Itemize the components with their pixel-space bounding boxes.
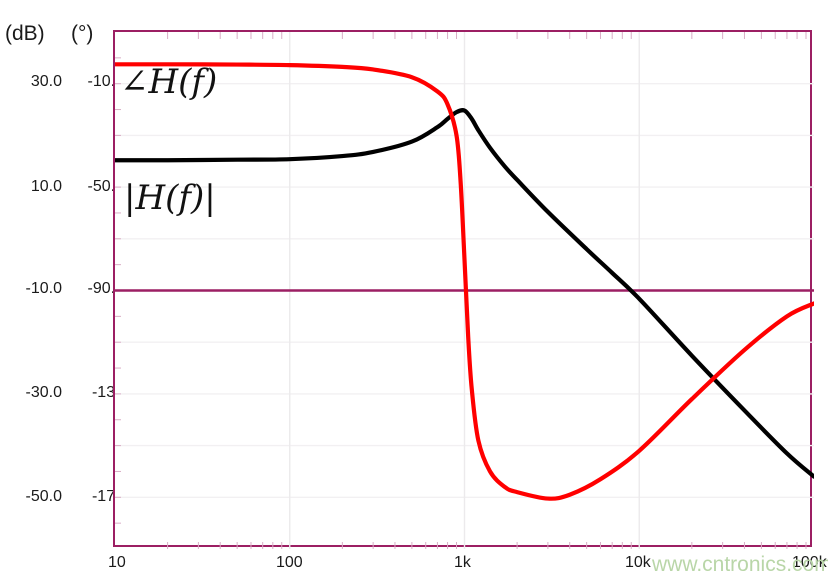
plot-area <box>113 30 814 549</box>
db-tick-label-30: 30.0 <box>30 73 62 90</box>
axis-tick-marks <box>115 32 807 549</box>
x-tick-label-10: 10 <box>108 554 126 571</box>
db-tick-label-10: 10.0 <box>30 178 62 195</box>
watermark-text: www.cntronics.com <box>652 553 828 576</box>
db-tick-label-neg10: -10.0 <box>25 280 62 297</box>
db-tick-label-neg30: -30.0 <box>25 384 62 401</box>
phase-curve-annotation: ∠H(f) <box>120 62 218 102</box>
phase-curve <box>115 62 814 501</box>
magnitude-unit-label: (dB) <box>5 22 45 45</box>
plot-canvas <box>115 32 814 549</box>
x-tick-label-100: 100 <box>276 554 303 571</box>
x-tick-label-10k: 10k <box>625 554 651 571</box>
x-tick-label-1k: 1k <box>454 554 471 571</box>
phase-unit-label: (°) <box>71 22 94 45</box>
db-tick-label-neg50: -50.0 <box>25 488 62 505</box>
magnitude-curve <box>115 108 814 479</box>
x-tick-label-100k: 100k <box>792 554 827 571</box>
magnitude-curve-annotation: |H(f)| <box>124 178 216 218</box>
